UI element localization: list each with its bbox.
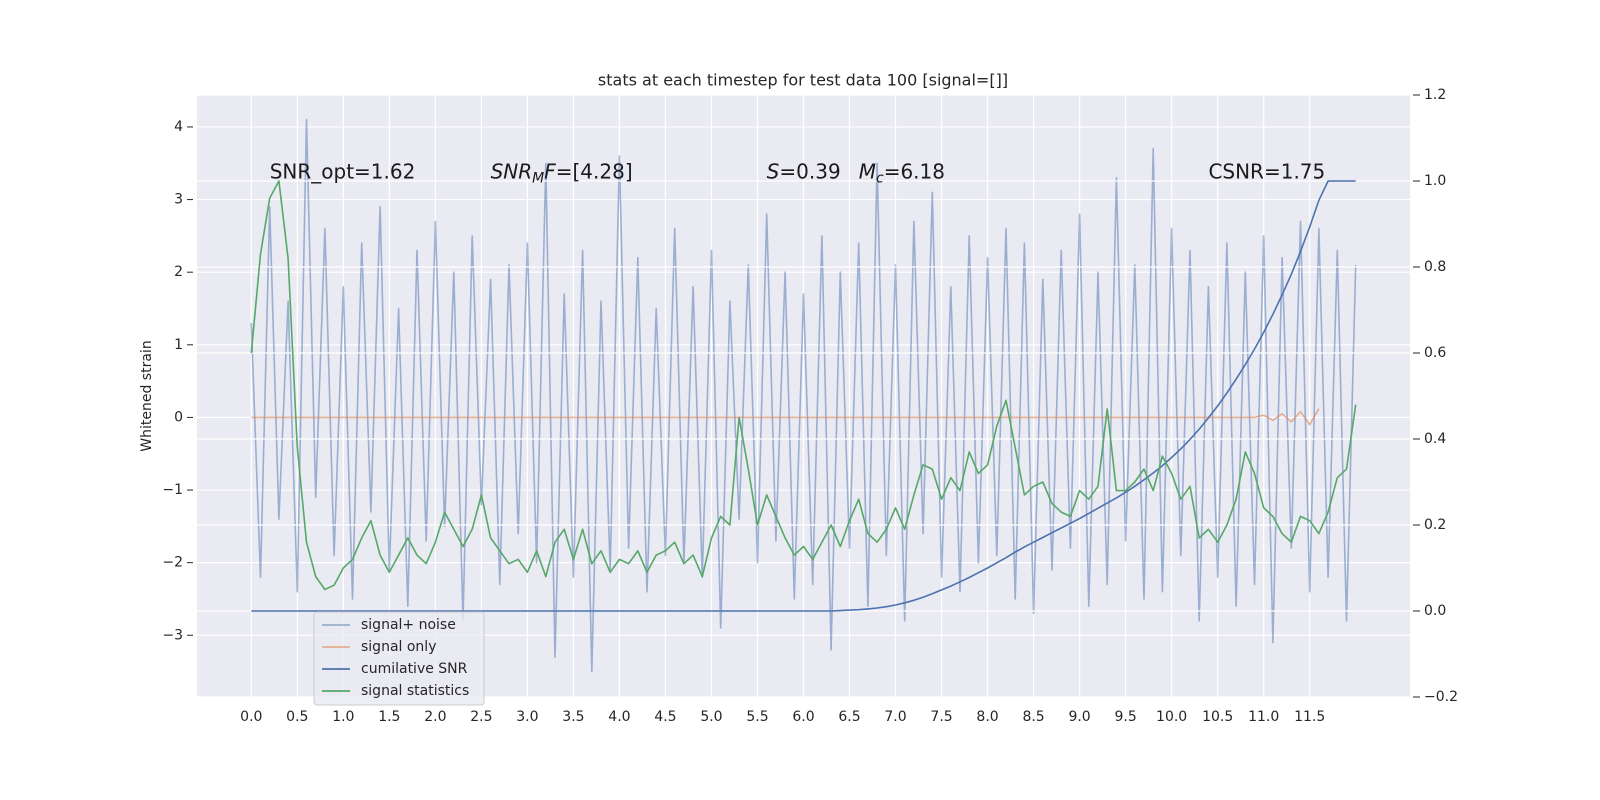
x-tick-label: 7.5 <box>930 709 952 725</box>
legend-label: cumilative SNR <box>361 661 468 677</box>
x-tick-label: 10.0 <box>1156 709 1187 725</box>
y-tick-label: −1 <box>162 482 183 498</box>
annotation-part: =6.18 <box>884 159 945 183</box>
annotation: CSNR=1.75 <box>1208 159 1325 183</box>
y2-tick-label: 0.6 <box>1424 345 1446 361</box>
x-tick-label: 8.0 <box>976 709 998 725</box>
annotation: Mc=6.18 <box>859 159 945 187</box>
annotation-part: =0.39 <box>779 159 840 183</box>
y-tick-label: 3 <box>174 192 183 208</box>
y-tick-label: 4 <box>174 119 183 135</box>
annotation: SNR_opt=1.62 <box>270 159 416 183</box>
series-line <box>251 408 1320 426</box>
series-line <box>250 118 1357 673</box>
annotation-part: S <box>767 159 780 183</box>
y-tick-label: 0 <box>174 409 183 425</box>
annotation-part: F <box>544 159 556 183</box>
x-tick-label: 10.5 <box>1202 709 1233 725</box>
series-line <box>251 180 1356 612</box>
annotation-part: CSNR=1.75 <box>1208 159 1325 183</box>
y2-tick-label: 1.2 <box>1424 87 1446 103</box>
legend-label: signal+ noise <box>361 617 456 633</box>
annotation-part: SNR <box>491 159 533 183</box>
annotation-part: =[4.28] <box>556 159 633 183</box>
y2-tick-label: 0.0 <box>1424 603 1446 619</box>
x-tick-label: 5.5 <box>746 709 768 725</box>
x-tick-label: 6.0 <box>792 709 814 725</box>
y2-tick-label: 0.4 <box>1424 431 1446 447</box>
y2-tick-label: 0.8 <box>1424 259 1446 275</box>
y2-tick-label: −0.2 <box>1424 689 1458 705</box>
legend-label: signal statistics <box>361 683 469 699</box>
y-tick-label: −2 <box>162 555 183 571</box>
x-tick-label: 1.0 <box>332 709 354 725</box>
y-tick-label: 1 <box>174 337 183 353</box>
legend-box <box>313 611 485 706</box>
annotation-part: M <box>532 171 544 187</box>
y-axis-label: Whitened strain <box>139 340 155 451</box>
x-tick-label: 5.0 <box>700 709 722 725</box>
annotation-part: c <box>876 171 884 187</box>
x-tick-label: 11.5 <box>1294 709 1325 725</box>
chart-title: stats at each timestep for test data 100… <box>598 71 1008 90</box>
x-tick-label: 2.5 <box>470 709 492 725</box>
legend-label: signal only <box>361 639 436 655</box>
x-tick-label: 9.5 <box>1114 709 1136 725</box>
annotation: SNRMF=[4.28] <box>491 159 633 187</box>
x-tick-label: 0.0 <box>240 709 262 725</box>
y-tick-label: −3 <box>162 627 183 643</box>
y2-tick-label: 0.2 <box>1424 517 1446 533</box>
x-tick-label: 3.5 <box>562 709 584 725</box>
x-tick-label: 6.5 <box>838 709 860 725</box>
x-tick-label: 8.5 <box>1022 709 1044 725</box>
y2-tick-label: 1.0 <box>1424 173 1446 189</box>
annotation-part: M <box>859 159 876 183</box>
x-tick-label: 11.0 <box>1248 709 1279 725</box>
x-tick-label: 4.5 <box>654 709 676 725</box>
x-tick-label: 2.0 <box>424 709 446 725</box>
x-tick-label: 3.0 <box>516 709 538 725</box>
x-tick-label: 0.5 <box>286 709 308 725</box>
x-tick-label: 1.5 <box>378 709 400 725</box>
annotation-part: SNR_opt=1.62 <box>270 159 416 183</box>
series-line <box>250 180 1357 591</box>
annotation: S=0.39 <box>767 159 841 183</box>
x-tick-label: 4.0 <box>608 709 630 725</box>
x-tick-label: 9.0 <box>1068 709 1090 725</box>
y-tick-label: 2 <box>174 264 183 280</box>
x-tick-label: 7.0 <box>884 709 906 725</box>
